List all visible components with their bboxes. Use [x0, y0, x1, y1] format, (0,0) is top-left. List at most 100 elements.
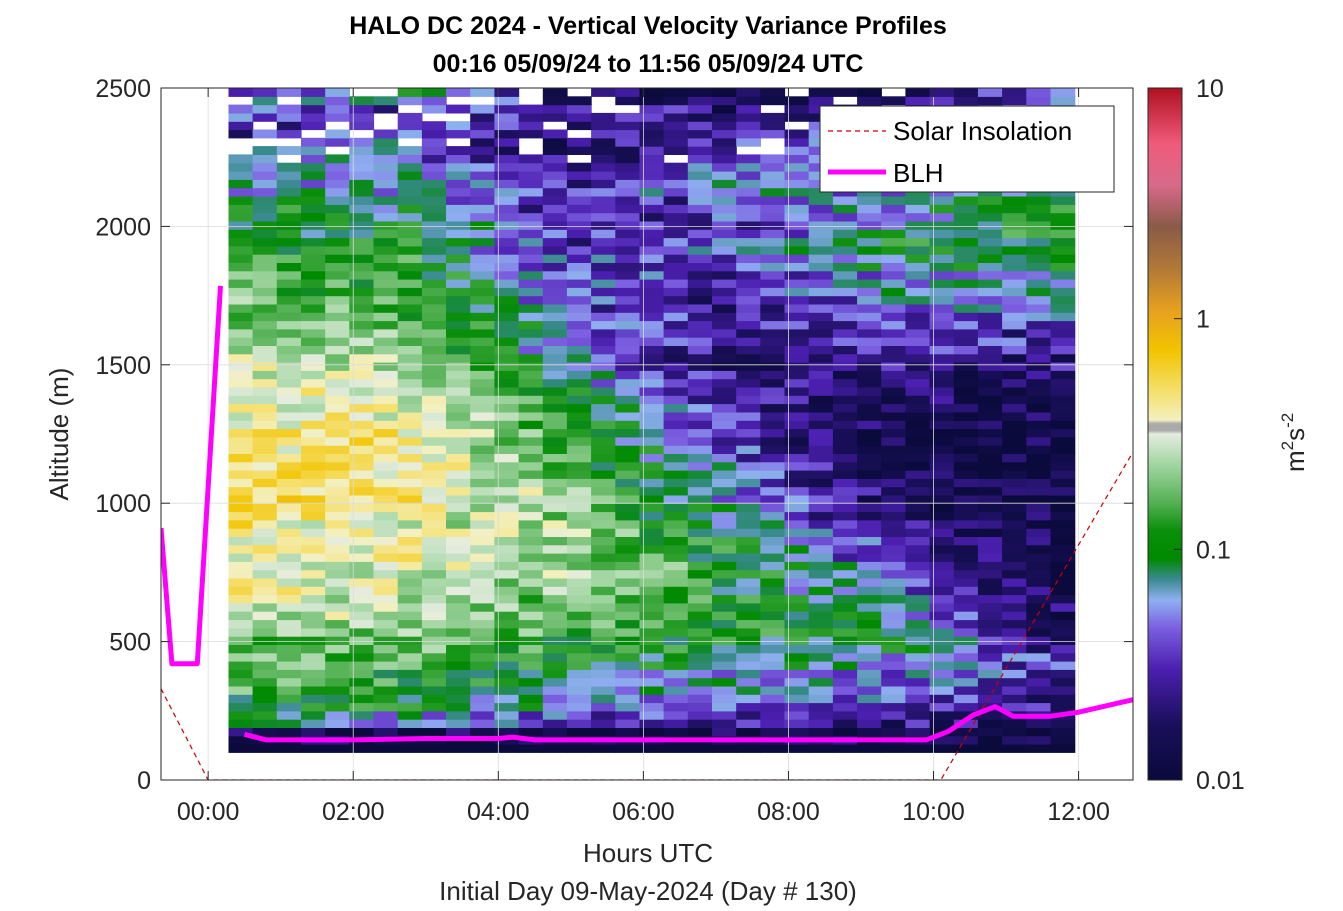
- heatmap-cell: [591, 561, 616, 571]
- heatmap-cell: [832, 212, 858, 222]
- heatmap-cell: [518, 553, 544, 562]
- heatmap-cell: [276, 710, 302, 720]
- heatmap-cell: [1002, 362, 1027, 371]
- heatmap-cell: [591, 544, 616, 554]
- heatmap-cell: [905, 295, 931, 305]
- heatmap-cell: [615, 88, 641, 97]
- heatmap-cell: [929, 287, 955, 297]
- heatmap-cell: [1002, 378, 1027, 388]
- heatmap-cell: [349, 204, 375, 214]
- heatmap-cell: [421, 403, 447, 413]
- heatmap-cell: [301, 719, 326, 728]
- heatmap-cell: [808, 702, 834, 712]
- heatmap-cell: [421, 470, 447, 479]
- heatmap-cell: [663, 386, 689, 396]
- heatmap-cell: [1026, 337, 1052, 346]
- heatmap-cell: [228, 403, 254, 413]
- heatmap-cell: [953, 594, 979, 604]
- heatmap-cell: [784, 602, 810, 612]
- heatmap-cell: [929, 685, 955, 695]
- heatmap-cell: [325, 461, 350, 471]
- heatmap-cell: [276, 744, 302, 753]
- heatmap-cell: [542, 345, 568, 355]
- heatmap-cell: [1026, 652, 1052, 662]
- heatmap-cell: [1026, 694, 1052, 704]
- heatmap-cell: [276, 129, 302, 139]
- heatmap-cell: [566, 445, 592, 454]
- heatmap-cell: [712, 237, 737, 247]
- heatmap-cell: [857, 411, 882, 421]
- heatmap-cell: [663, 586, 689, 596]
- heatmap-cell: [566, 386, 592, 396]
- heatmap-cell: [591, 146, 616, 155]
- heatmap-cell: [397, 287, 423, 297]
- heatmap-cell: [228, 245, 254, 255]
- heatmap-cell: [881, 345, 906, 355]
- heatmap-cell: [832, 461, 858, 471]
- heatmap-cell: [857, 337, 882, 346]
- heatmap-cell: [808, 519, 834, 529]
- heatmap-cell: [325, 494, 350, 504]
- heatmap-cell: [252, 162, 278, 172]
- heatmap-cell: [736, 229, 761, 239]
- heatmap-cell: [712, 270, 737, 280]
- heatmap-cell: [349, 237, 375, 247]
- heatmap-cell: [1026, 677, 1052, 687]
- heatmap-cell: [228, 528, 254, 537]
- heatmap-cell: [325, 162, 350, 172]
- heatmap-cell: [446, 727, 471, 737]
- heatmap-cell: [446, 586, 471, 596]
- heatmap-cell: [784, 320, 810, 330]
- heatmap-cell: [494, 577, 520, 587]
- heatmap-cell: [276, 661, 302, 670]
- heatmap-cell: [252, 594, 278, 604]
- heatmap-cell: [1026, 204, 1052, 214]
- heatmap-cell: [712, 386, 737, 396]
- heatmap-cell: [397, 303, 423, 313]
- heatmap-cell: [276, 196, 302, 205]
- heatmap-cell: [470, 104, 495, 114]
- heatmap-cell: [1026, 594, 1052, 604]
- heatmap-cell: [615, 478, 641, 488]
- heatmap-cell: [325, 727, 350, 737]
- heatmap-cell: [953, 702, 979, 712]
- heatmap-cell: [663, 262, 689, 272]
- heatmap-cell: [566, 719, 592, 728]
- heatmap-cell: [857, 519, 882, 529]
- heatmap-cell: [252, 478, 278, 488]
- heatmap-cell: [977, 627, 1003, 637]
- heatmap-cell: [591, 279, 616, 288]
- heatmap-cell: [760, 445, 786, 454]
- heatmap-cell: [1002, 735, 1027, 745]
- heatmap-cell: [808, 220, 834, 230]
- heatmap-cell: [929, 611, 955, 621]
- heatmap-cell: [760, 744, 786, 753]
- heatmap-cell: [1050, 519, 1076, 529]
- heatmap-cell: [1050, 411, 1076, 421]
- heatmap-cell: [832, 470, 858, 479]
- heatmap-cell: [784, 619, 810, 629]
- heatmap-cell: [1050, 337, 1076, 346]
- heatmap-cell: [905, 362, 931, 371]
- heatmap-cell: [325, 486, 350, 496]
- heatmap-cell: [615, 577, 641, 587]
- heatmap-cell: [784, 553, 810, 562]
- heatmap-cell: [566, 328, 592, 338]
- heatmap-cell: [470, 586, 495, 596]
- heatmap-cell: [857, 602, 882, 612]
- heatmap-cell: [736, 162, 761, 172]
- heatmap-cell: [518, 436, 544, 446]
- heatmap-cell: [1026, 96, 1052, 106]
- heatmap-cell: [663, 627, 689, 637]
- heatmap-cell: [760, 237, 786, 247]
- heatmap-cell: [712, 88, 737, 97]
- heatmap-cell: [446, 196, 471, 205]
- heatmap-cell: [977, 279, 1003, 288]
- heatmap-cell: [276, 212, 302, 222]
- heatmap-cell: [784, 295, 810, 305]
- heatmap-cell: [373, 503, 399, 513]
- heatmap-cell: [349, 270, 375, 280]
- heatmap-cell: [446, 611, 471, 621]
- heatmap-cell: [1002, 445, 1027, 454]
- heatmap-cell: [663, 370, 689, 380]
